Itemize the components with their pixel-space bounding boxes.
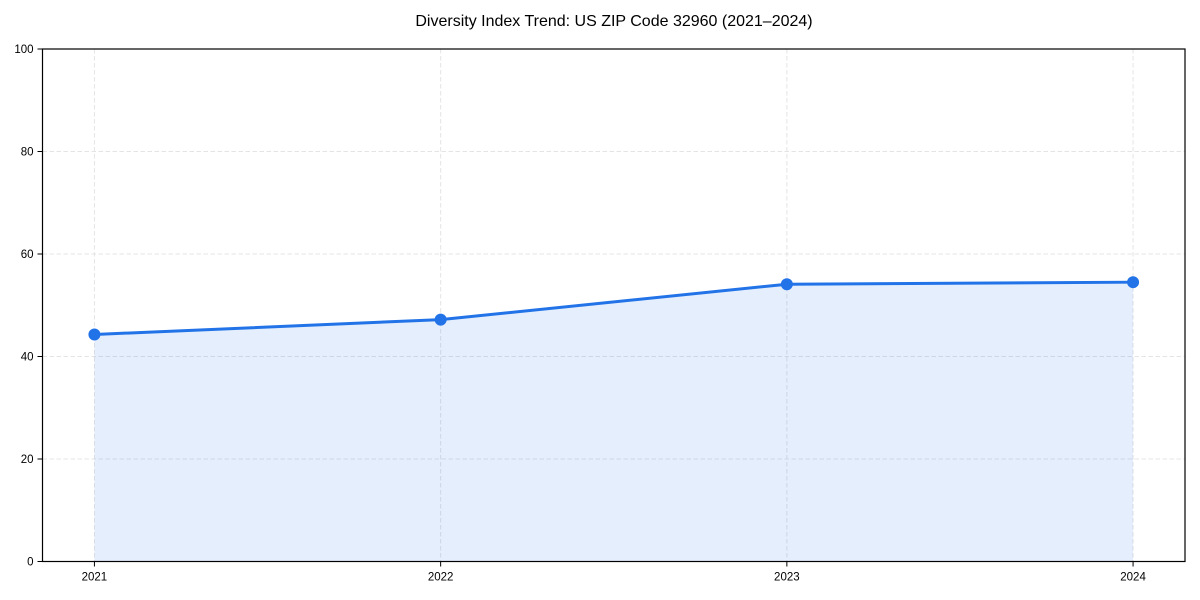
area-fill [94,282,1134,562]
y-tick-label: 60 [21,249,34,261]
trend-line [92,280,1135,336]
data-point-2023 [780,278,793,291]
y-tick-label: 20 [21,454,34,466]
y-tick-label: 80 [21,147,34,159]
y-tick-label: 0 [27,557,33,569]
plot-area: 2021 2022 2023 2024 0 20 40 60 80 100 [14,44,1186,584]
y-tick-label: 100 [14,44,33,56]
x-tick-label: 2024 [1120,572,1146,584]
x-tick-label: 2023 [774,572,800,584]
data-point-2024 [1127,276,1140,289]
data-point-2022 [434,313,447,326]
axes-frame [41,48,1186,563]
data-point-2021 [88,328,101,341]
x-tick-label: 2021 [82,572,108,584]
chart-title: Diversity Index Trend: US ZIP Code 32960… [415,13,812,30]
y-tick-label: 40 [21,352,34,364]
x-tick-label: 2022 [428,572,454,584]
